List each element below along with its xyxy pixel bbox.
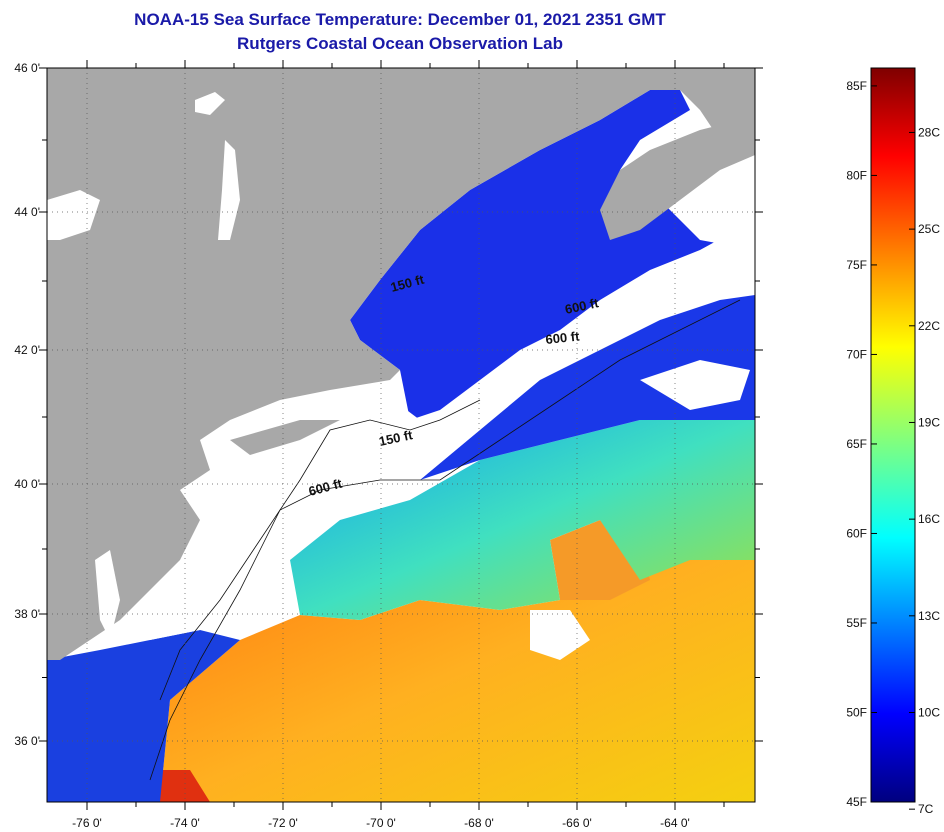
- colorbar-label-c: 7C: [918, 802, 934, 816]
- longitude-label: -76 0': [72, 816, 102, 830]
- latitude-label: 36 0': [14, 734, 40, 748]
- cold-water-gulf-of-maine: [350, 90, 755, 420]
- cloud-patch-shelf: [150, 380, 440, 640]
- lake-ontario-edge: [47, 190, 100, 240]
- lake-small-north: [195, 92, 225, 115]
- contour-label: 600 ft: [545, 328, 581, 347]
- contour-label: 150 ft: [378, 427, 415, 449]
- chesapeake-bay: [95, 550, 120, 640]
- colorbar-label-f: 75F: [846, 258, 867, 272]
- map-subtitle: Rutgers Coastal Ocean Observation Lab: [237, 34, 563, 53]
- longitude-label: -64 0': [660, 816, 690, 830]
- map-plot-area: 150 ft 600 ft 600 ft 150 ft 600 ft: [47, 68, 755, 802]
- map-frame: [46, 67, 756, 803]
- contour-label: 600 ft: [564, 295, 601, 317]
- map-axes: -76 0' -74 0' -72 0' -70 0' -68 0' -66 0' -64 …: [14, 60, 763, 830]
- colorbar: 85F 80F 75F 70F 65F 60F 55F 50F 45F 28C 25C 22C 19C 1…: [846, 67, 940, 816]
- colorbar-gradient: [870, 67, 916, 803]
- colorbar-label-c: 28C: [918, 125, 940, 139]
- land-nova-scotia: [600, 120, 755, 240]
- graticule: [47, 68, 755, 802]
- colorbar-label-c: 13C: [918, 609, 940, 623]
- warm-water-region: [160, 540, 755, 802]
- latitude-label: 40 0': [14, 477, 40, 491]
- longitude-label: -66 0': [562, 816, 592, 830]
- longitude-label: -70 0': [366, 816, 396, 830]
- cold-water-southern-shelf: [47, 630, 240, 802]
- mid-temperature-region: [290, 420, 755, 620]
- latitude-label: 44 0': [14, 205, 40, 219]
- colorbar-label-f: 50F: [846, 705, 867, 719]
- colorbar-label-f: 85F: [846, 79, 867, 93]
- colorbar-ticks: 85F 80F 75F 70F 65F 60F 55F 50F 45F 28C 25C 22C 19C 1…: [846, 79, 940, 816]
- land-long-island: [230, 420, 340, 455]
- colorbar-label-f: 65F: [846, 437, 867, 451]
- colorbar-label-c: 16C: [918, 512, 940, 526]
- colorbar-label-f: 70F: [846, 347, 867, 361]
- cloud-patch-offshore-b: [640, 360, 750, 410]
- colorbar-label-c: 19C: [918, 415, 940, 429]
- longitude-label: -74 0': [170, 816, 200, 830]
- colorbar-label-f: 55F: [846, 616, 867, 630]
- lake-champlain: [218, 140, 240, 240]
- longitude-label: -72 0': [268, 816, 298, 830]
- colorbar-label-c: 10C: [918, 705, 940, 719]
- cloud-patch-offshore-a: [530, 610, 590, 660]
- contour-600ft-line: [149, 299, 741, 781]
- colorbar-label-f: 60F: [846, 526, 867, 540]
- latitude-label: 46 0': [14, 61, 40, 75]
- colorbar-label-c: 25C: [918, 222, 940, 236]
- contour-150ft-line: [159, 399, 481, 701]
- latitude-label: 38 0': [14, 607, 40, 621]
- cold-water-shelf-edge: [420, 295, 755, 480]
- colorbar-label-f: 80F: [846, 168, 867, 182]
- longitude-label: -68 0': [464, 816, 494, 830]
- latitude-label: 42 0': [14, 343, 40, 357]
- map-title: NOAA-15 Sea Surface Temperature: Decembe…: [134, 10, 666, 29]
- colorbar-label-c: 22C: [918, 319, 940, 333]
- colorbar-label-f: 45F: [846, 795, 867, 809]
